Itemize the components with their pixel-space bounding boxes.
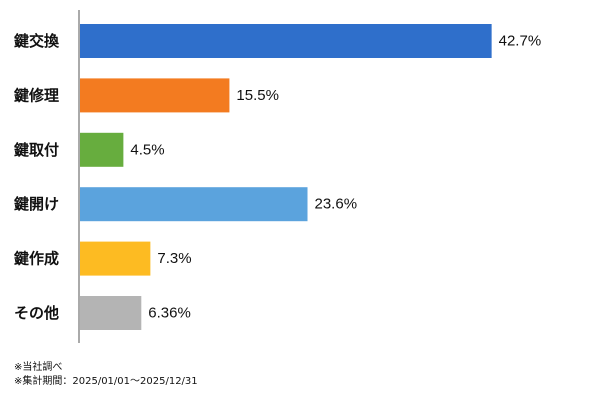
bar [80, 187, 308, 222]
category-label: 鍵作成 [14, 250, 59, 268]
bars-layer: 鍵交換 42.7% 鍵修理 15.5% 鍵取付 4.5% 鍵開け 23.6% 鍵作成 7.3% その… [14, 24, 541, 330]
bar-value-label: 42.7% [499, 33, 542, 50]
bar [80, 78, 230, 113]
category-label: 鍵交換 [14, 32, 60, 50]
category-label: 鍵開け [14, 195, 59, 213]
bar [80, 241, 151, 276]
bar-value-label: 4.5% [130, 141, 164, 158]
footnotes: ※当社調べ ※集計期間：2025/01/01〜2025/12/31 [14, 361, 198, 389]
bar-value-label: 6.36% [148, 305, 191, 322]
bar-value-label: 15.5% [236, 87, 279, 104]
bar-value-label: 23.6% [315, 196, 358, 213]
bar [80, 296, 142, 330]
category-label: その他 [14, 304, 59, 322]
footnote-source: ※当社調べ [14, 362, 63, 373]
footnote-period: ※集計期間：2025/01/01〜2025/12/31 [14, 376, 198, 387]
bar [80, 132, 124, 167]
bar-value-label: 7.3% [157, 250, 191, 267]
category-label: 鍵取付 [14, 141, 59, 159]
category-label: 鍵修理 [14, 86, 59, 104]
bar [80, 24, 492, 58]
